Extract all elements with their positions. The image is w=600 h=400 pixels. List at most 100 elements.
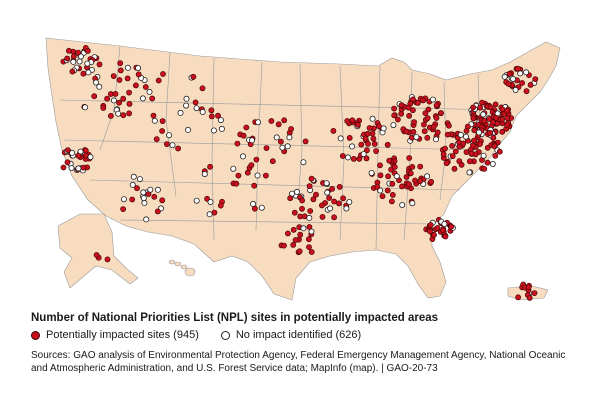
impacted-site-marker [159, 128, 165, 134]
impacted-site-marker [64, 55, 71, 62]
impacted-site-marker [330, 127, 337, 134]
no-impact-site-marker [115, 110, 122, 117]
impacted-site-marker [456, 143, 463, 150]
impacted-site-marker [281, 242, 287, 249]
no-impact-site-marker [141, 199, 148, 206]
no-impact-site-marker [185, 126, 192, 133]
impacted-site-marker [208, 113, 215, 120]
impacted-site-marker [468, 150, 475, 157]
impacted-site-marker [93, 252, 100, 258]
no-impact-site-marker [293, 188, 300, 195]
impacted-site-marker [85, 48, 91, 54]
no-impact-site-marker [146, 88, 153, 95]
impacted-site-marker [244, 169, 251, 176]
no-impact-site-marker [424, 173, 431, 180]
no-impact-site-marker [75, 165, 82, 172]
impacted-site-marker [80, 70, 87, 77]
impacted-site-marker [142, 84, 149, 90]
impacted-site-marker [299, 197, 305, 204]
impacted-site-marker [375, 123, 382, 130]
impacted-site-marker [135, 71, 142, 78]
impacted-site-marker [208, 107, 215, 114]
impacted-site-marker [489, 119, 496, 126]
impacted-site-marker [531, 290, 538, 296]
impacted-site-marker [506, 71, 513, 77]
no-impact-site-marker [177, 109, 184, 116]
no-impact-site-marker [140, 195, 147, 202]
no-impact-site-marker [327, 205, 334, 212]
impacted-site-marker [299, 205, 305, 212]
impacted-site-marker [492, 101, 499, 108]
no-impact-site-marker [429, 96, 436, 103]
impacted-dot-icon [31, 330, 40, 340]
impacted-site-marker [424, 134, 431, 141]
impacted-site-marker [451, 165, 458, 172]
impacted-site-marker [124, 75, 131, 82]
impacted-site-marker [292, 237, 299, 243]
no-impact-site-marker [523, 69, 530, 76]
impacted-site-marker [411, 119, 417, 125]
impacted-site-marker [91, 93, 98, 100]
no-impact-site-marker [462, 133, 469, 140]
impacted-site-marker [70, 53, 77, 60]
impacted-site-marker [108, 113, 114, 119]
impacted-site-marker [438, 110, 444, 116]
impacted-site-marker [425, 106, 432, 113]
impacted-site-marker [175, 145, 181, 152]
no-impact-site-marker [413, 134, 420, 141]
legend-item-impacted: Potentially impacted sites (945) [31, 329, 199, 341]
impacted-site-marker [117, 60, 124, 67]
no-impact-site-marker [140, 189, 147, 196]
impacted-site-marker [129, 196, 136, 203]
no-impact-site-marker [135, 65, 142, 72]
impacted-site-marker [420, 121, 427, 128]
impacted-site-marker [339, 153, 346, 159]
impacted-site-marker [443, 160, 450, 167]
sources-note: Sources: GAO analysis of Environmental P… [31, 350, 566, 374]
impacted-site-marker [490, 134, 497, 141]
impacted-site-marker [379, 193, 386, 200]
impacted-site-marker [406, 112, 412, 119]
legend-title: Number of National Priorities List (NPL)… [31, 312, 439, 324]
impacted-site-marker [281, 117, 288, 124]
impacted-site-marker [305, 236, 312, 243]
impacted-site-marker [69, 68, 76, 75]
impacted-site-marker [363, 147, 370, 154]
impacted-site-marker [515, 65, 521, 72]
no-impact-site-marker [480, 111, 487, 118]
impacted-site-marker [374, 183, 381, 190]
impacted-site-marker [159, 197, 166, 204]
impacted-site-marker [481, 117, 488, 124]
no-impact-site-marker [360, 151, 367, 158]
impacted-site-marker [336, 200, 342, 207]
impacted-site-marker [75, 152, 82, 159]
impacted-site-marker [479, 99, 485, 106]
impacted-site-marker [215, 112, 221, 119]
impacted-site-marker [377, 162, 383, 169]
impacted-site-marker [326, 195, 332, 201]
impacted-site-marker [350, 155, 357, 162]
impacted-site-marker [344, 118, 351, 124]
impacted-site-marker [412, 177, 418, 184]
no-impact-site-marker [346, 198, 353, 205]
no-impact-site-marker [369, 115, 376, 122]
impacted-site-marker [422, 110, 429, 117]
impacted-site-marker [493, 114, 499, 121]
no-impact-site-marker [286, 134, 293, 141]
no-impact-site-marker [368, 169, 375, 176]
impacted-site-marker [288, 126, 294, 132]
legend-row: Potentially impacted sites (945) No impa… [31, 327, 591, 343]
no-impact-site-marker [337, 135, 344, 142]
no-impact-site-marker [480, 152, 487, 159]
us-map-svg [45, 37, 561, 301]
impacted-site-marker [159, 118, 166, 124]
impacted-site-marker [60, 164, 67, 171]
no-impact-site-marker [432, 136, 439, 143]
impacted-site-marker [116, 77, 123, 83]
impacted-site-marker [430, 123, 437, 130]
no-impact-site-marker [154, 186, 161, 193]
no-impact-site-marker [77, 53, 84, 60]
impacted-site-marker [487, 129, 493, 136]
no-impact-site-marker [284, 143, 291, 150]
impacted-site-marker [463, 127, 470, 134]
